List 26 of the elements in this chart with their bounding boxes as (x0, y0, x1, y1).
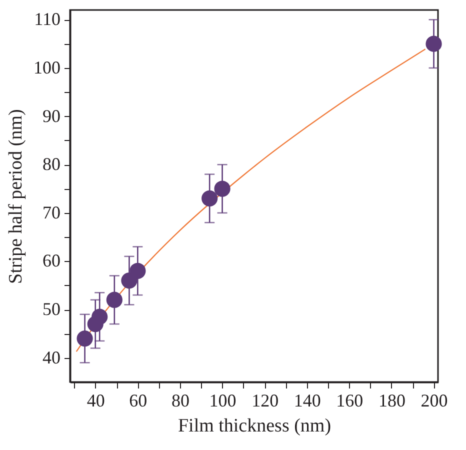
y-tick-label: 110 (34, 9, 60, 30)
y-tick-label: 50 (42, 299, 60, 320)
y-tick-label: 100 (34, 57, 60, 78)
point (92, 308, 108, 325)
x-tick-label: 140 (294, 390, 321, 410)
x-tick-label: 100 (209, 390, 236, 410)
x-tick-label: 180 (378, 390, 406, 410)
x-axis-title: Film thickness (nm) (178, 416, 332, 436)
y-tick-label: 60 (42, 250, 60, 271)
y-axis-title: Stripe half period (nm) (6, 109, 26, 284)
x-tick-label: 60 (129, 390, 148, 410)
x-tick-label: 200 (420, 390, 448, 410)
point (426, 36, 442, 52)
x-tick-label: 40 (86, 390, 105, 410)
point (202, 190, 218, 206)
point (214, 180, 230, 197)
x-tick-label: 120 (252, 390, 279, 410)
point (76, 330, 93, 347)
y-tick-label: 70 (42, 202, 60, 222)
y-tick-label: 90 (42, 106, 60, 126)
point (106, 292, 122, 308)
y-tick-label: 80 (42, 154, 60, 174)
x-tick-label: 160 (336, 390, 364, 410)
x-tick-label: 80 (171, 390, 190, 410)
y-tick-label: 40 (42, 347, 60, 368)
point (130, 262, 146, 279)
